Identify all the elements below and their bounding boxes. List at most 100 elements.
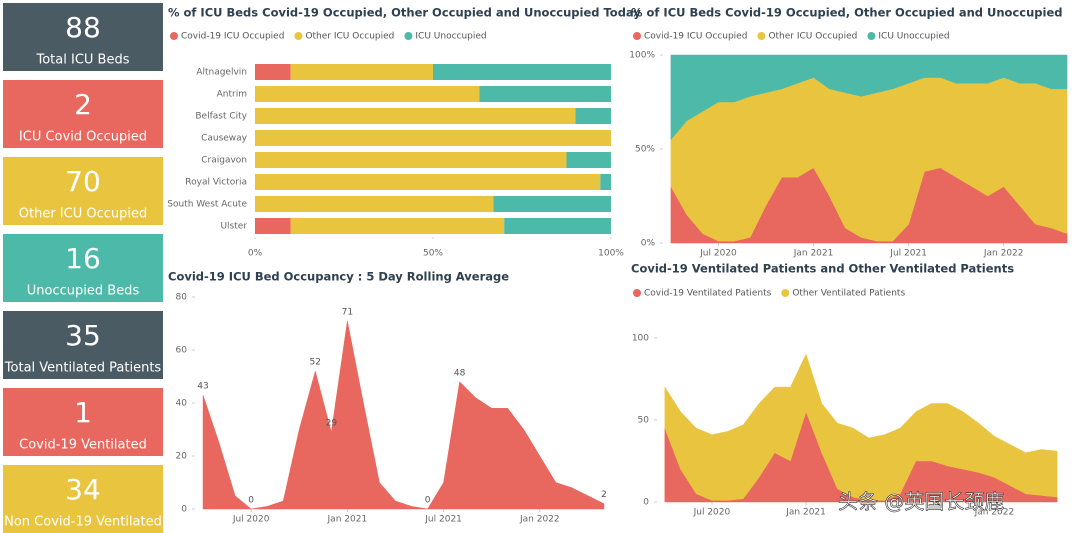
y-tick-label: 40 — [176, 399, 188, 409]
watermark: 头条 @英国长颈鹿 — [838, 490, 1004, 514]
legend-marker — [294, 32, 303, 40]
x-tick-label: Jan 2021 — [327, 515, 368, 525]
legend-marker — [781, 289, 790, 297]
y-tick-label: 50% — [635, 145, 655, 155]
legend-marker — [867, 32, 876, 40]
x-tick-label: Jul 2020 — [699, 249, 737, 259]
legend-marker — [633, 32, 641, 40]
data-label: 48 — [454, 368, 466, 378]
bar-segment — [255, 174, 601, 190]
bar-segment — [600, 174, 611, 190]
kpi-value: 35 — [65, 319, 101, 352]
y-tick-label: 60 — [176, 346, 188, 356]
kpi-label: Unoccupied Beds — [27, 284, 140, 299]
bar-segment — [255, 130, 611, 146]
legend-label: Covid-19 Ventilated Patients — [644, 289, 772, 299]
kpi-value: 88 — [65, 11, 101, 44]
kpi-label: Covid-19 Ventilated — [19, 438, 147, 453]
x-tick-label: Jan 2022 — [983, 249, 1024, 259]
bar-segment — [255, 218, 291, 234]
chart-title: % of ICU Beds Covid-19 Occupied, Other O… — [631, 6, 1062, 20]
data-label: 52 — [310, 358, 321, 368]
y-tick-label: Craigavon — [201, 156, 247, 166]
data-label: 2 — [601, 490, 607, 500]
y-tick-label: Ulster — [220, 222, 247, 232]
y-tick-label: 20 — [176, 452, 188, 462]
x-tick-label: 100% — [598, 249, 624, 259]
chart-title: Covid-19 ICU Bed Occupancy : 5 Day Rolli… — [168, 270, 509, 284]
legend-label: Other ICU Occupied — [305, 32, 394, 42]
chart-title: Covid-19 Ventilated Patients and Other V… — [631, 262, 1014, 276]
data-label: 29 — [326, 419, 338, 429]
kpi-card — [3, 157, 163, 225]
bar-segment — [255, 64, 291, 80]
x-tick-label: 50% — [423, 249, 443, 259]
bar-segment — [493, 196, 611, 212]
y-tick-label: Antrim — [217, 90, 247, 100]
bar-segment — [255, 86, 480, 102]
area — [670, 54, 1068, 141]
legend-label: Other Ventilated Patients — [792, 289, 905, 299]
y-tick-label: Belfast City — [195, 112, 247, 122]
bar-segment — [566, 152, 611, 168]
legend-label: ICU Unoccupied — [415, 32, 486, 42]
y-tick-label: Altnagelvin — [196, 68, 247, 78]
legend-marker — [757, 32, 766, 40]
kpi-card — [3, 80, 163, 148]
legend-marker — [633, 289, 641, 297]
area — [664, 353, 1058, 501]
chart-title: % of ICU Beds Covid-19 Occupied, Other O… — [168, 6, 641, 20]
x-tick-label: Jul 2021 — [889, 249, 927, 259]
y-tick-label: South West Acute — [167, 200, 247, 210]
y-tick-label: Causeway — [201, 134, 248, 144]
kpi-card — [3, 3, 163, 71]
y-tick-label: 80 — [176, 293, 188, 303]
kpi-label: Total ICU Beds — [36, 53, 130, 68]
x-tick-label: 0% — [248, 249, 263, 259]
kpi-value: 70 — [65, 165, 101, 198]
y-tick-label: 0 — [643, 498, 649, 508]
y-tick-label: 100 — [632, 333, 649, 343]
bar-segment — [255, 196, 494, 212]
data-label: 0 — [425, 496, 431, 506]
x-tick-label: Jul 2020 — [693, 508, 731, 518]
kpi-card — [3, 234, 163, 302]
kpi-label: ICU Covid Occupied — [19, 130, 147, 145]
data-label: 71 — [342, 307, 353, 317]
x-tick-label: Jan 2021 — [793, 249, 834, 259]
x-tick-label: Jan 2022 — [519, 515, 560, 525]
y-tick-label: 0 — [181, 505, 187, 515]
kpi-value: 16 — [65, 242, 101, 275]
legend-marker — [170, 32, 178, 40]
kpi-card — [3, 311, 163, 379]
legend-marker — [404, 32, 413, 40]
legend-label: Covid-19 ICU Occupied — [181, 32, 284, 42]
bar-segment — [479, 86, 611, 102]
bar-segment — [433, 64, 611, 80]
bar-segment — [575, 108, 611, 124]
legend-label: Covid-19 ICU Occupied — [644, 32, 747, 42]
data-label: 0 — [248, 496, 254, 506]
x-tick-label: Jan 2022 — [974, 508, 1015, 518]
legend-label: Other ICU Occupied — [768, 32, 857, 42]
x-tick-label: Jul 2021 — [424, 515, 462, 525]
bar-segment — [290, 218, 505, 234]
kpi-label: Total Ventilated Patients — [4, 361, 162, 376]
y-tick-label: 0% — [641, 239, 656, 249]
kpi-card — [3, 388, 163, 456]
x-tick-label: Jan 2021 — [785, 508, 826, 518]
data-label: 43 — [197, 382, 208, 392]
kpi-value: 1 — [74, 396, 92, 429]
kpi-label: Non Covid-19 Ventilated — [4, 515, 162, 530]
y-tick-label: Royal Victoria — [185, 178, 247, 188]
x-tick-label: Jul 2020 — [232, 515, 270, 525]
y-tick-label: 50 — [638, 415, 650, 425]
bar-segment — [504, 218, 611, 234]
kpi-value: 2 — [74, 88, 92, 121]
kpi-label: Other ICU Occupied — [19, 207, 147, 222]
bar-segment — [255, 108, 576, 124]
area — [202, 320, 605, 510]
y-tick-label: 100% — [629, 51, 655, 61]
bar-segment — [290, 64, 433, 80]
